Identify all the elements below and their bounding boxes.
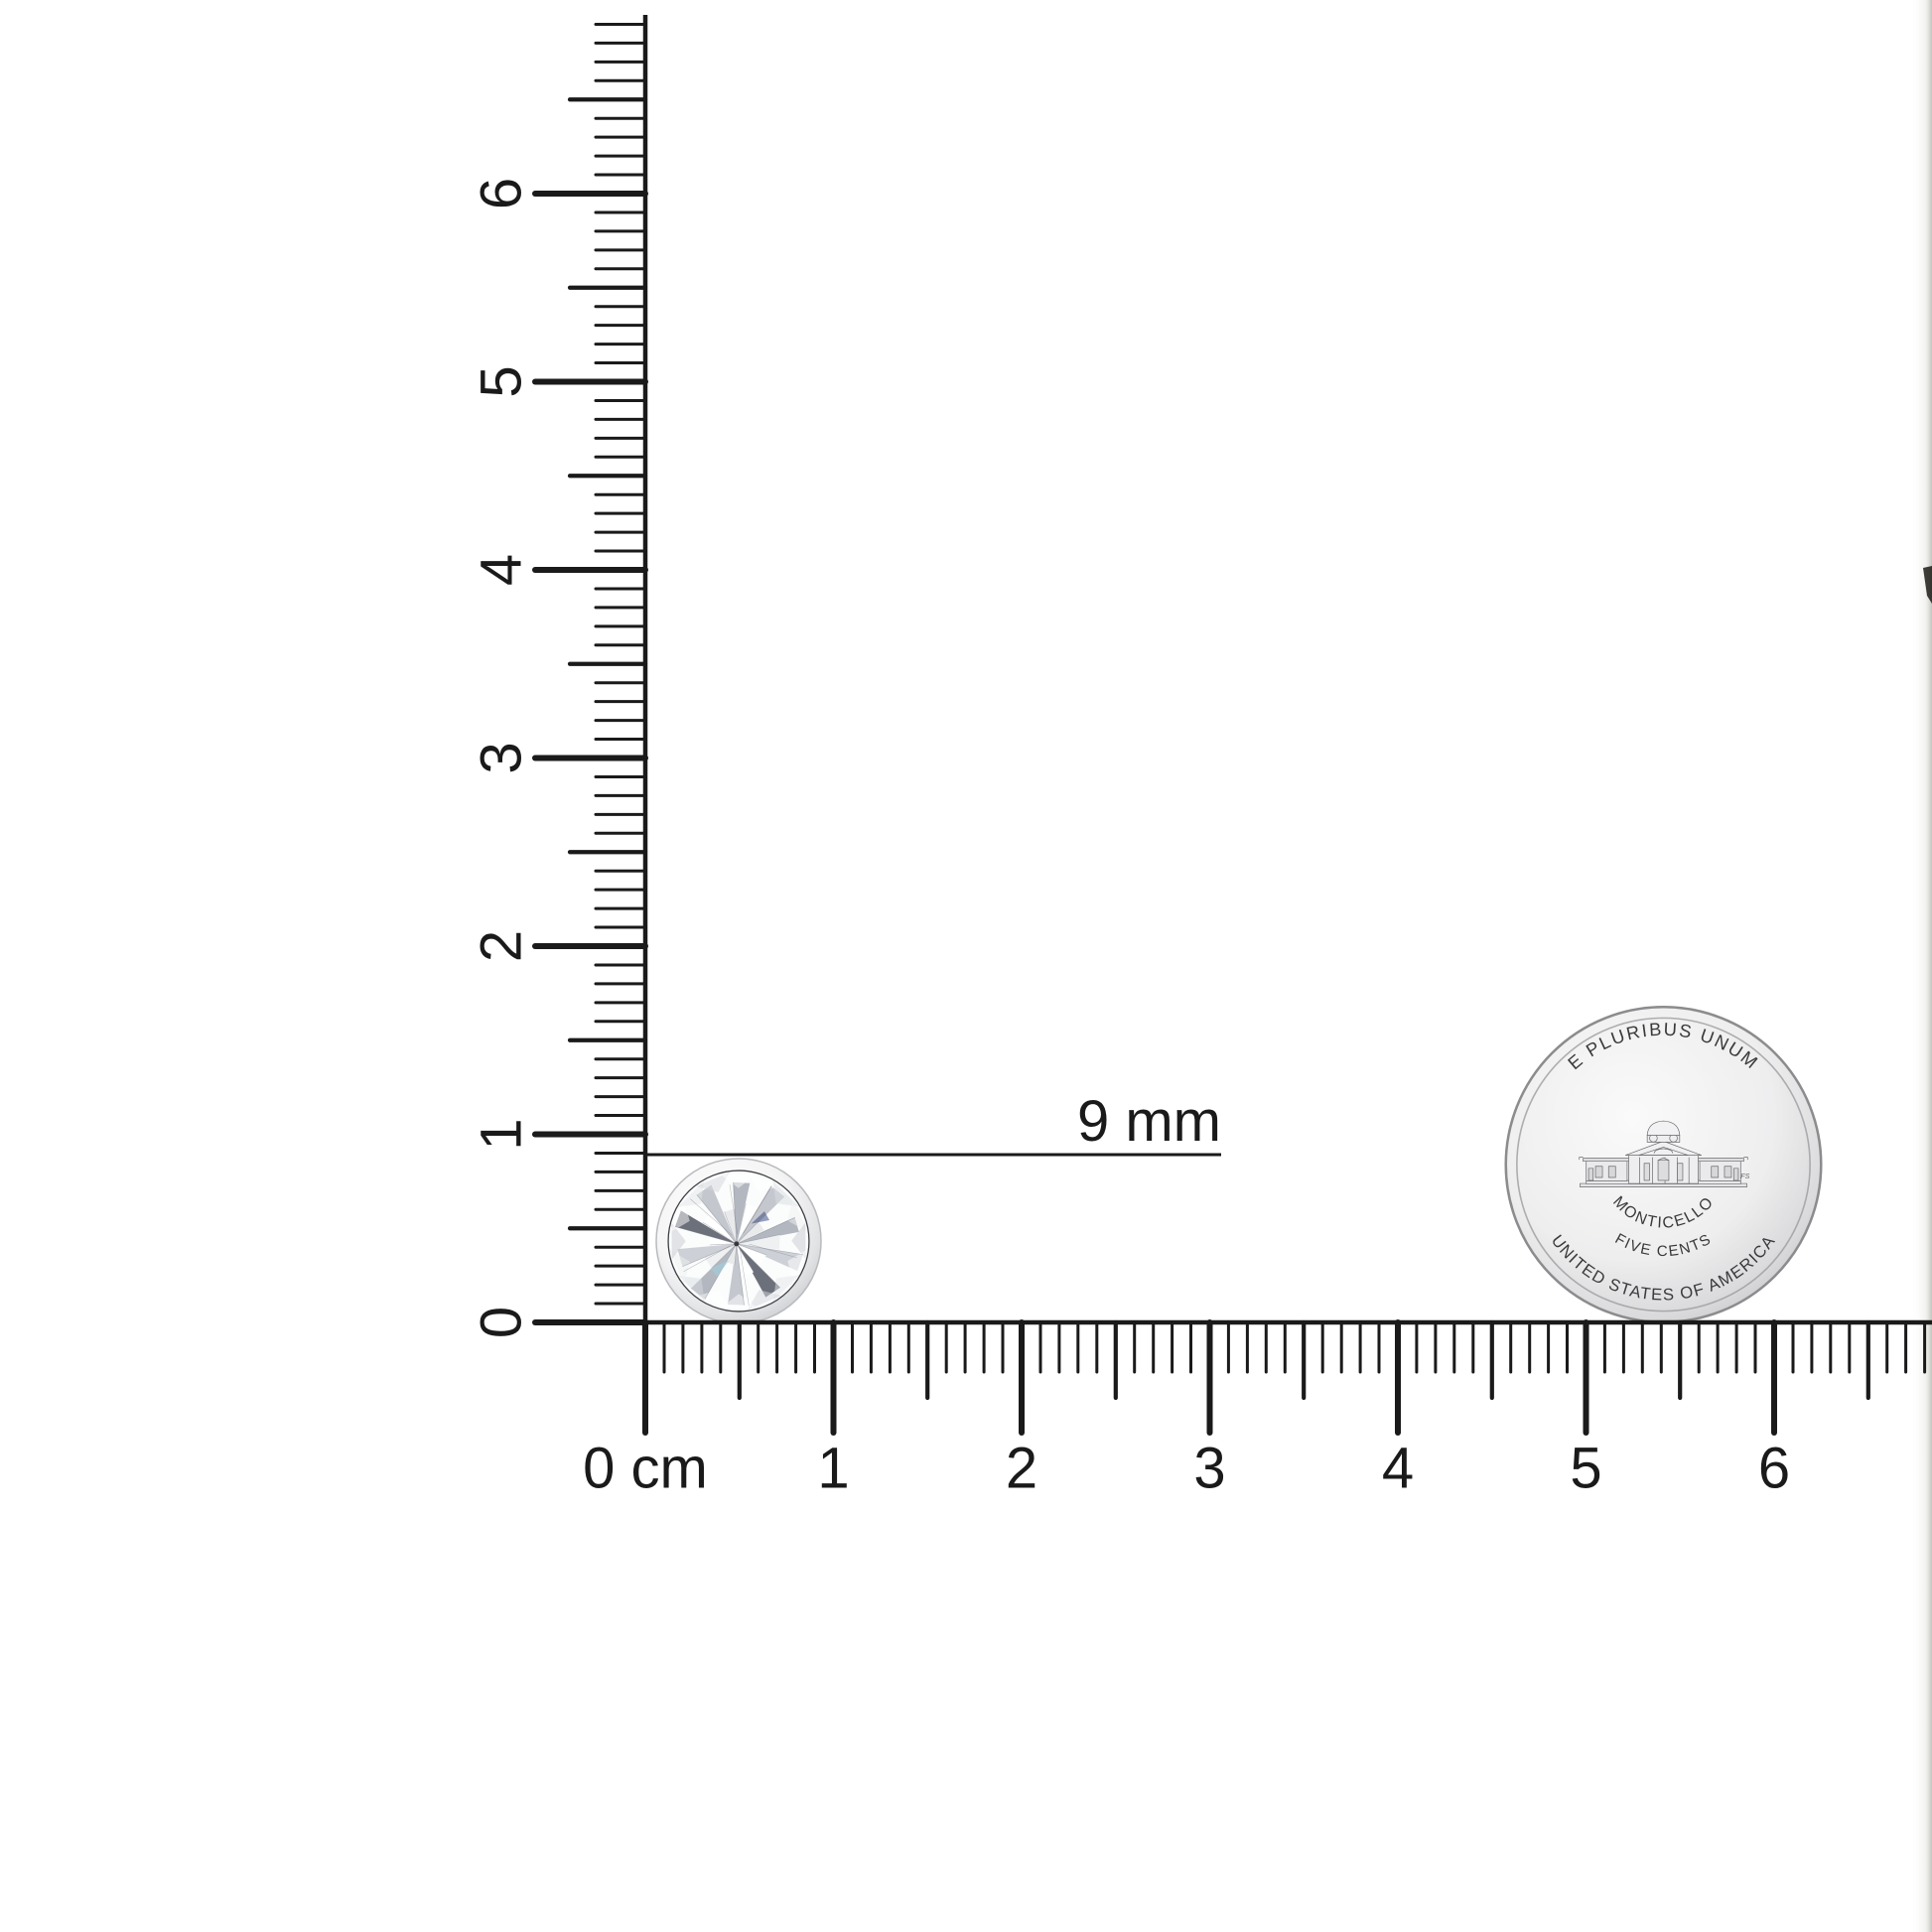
svg-text:3: 3 xyxy=(1193,1437,1225,1501)
svg-text:5: 5 xyxy=(1570,1437,1601,1501)
svg-text:4: 4 xyxy=(1382,1437,1414,1501)
svg-text:1: 1 xyxy=(817,1437,849,1501)
svg-text:6: 6 xyxy=(469,178,533,209)
svg-text:5: 5 xyxy=(469,365,533,397)
svg-text:9 mm: 9 mm xyxy=(1077,1089,1221,1154)
svg-text:2: 2 xyxy=(1006,1437,1037,1501)
svg-text:2: 2 xyxy=(469,930,533,962)
svg-text:FS: FS xyxy=(1740,1173,1749,1180)
svg-text:3: 3 xyxy=(469,742,533,773)
svg-text:0 cm: 0 cm xyxy=(583,1437,708,1501)
svg-text:0: 0 xyxy=(469,1307,533,1338)
svg-text:6: 6 xyxy=(1758,1437,1790,1501)
svg-text:1: 1 xyxy=(469,1118,533,1150)
svg-text:4: 4 xyxy=(469,554,533,586)
